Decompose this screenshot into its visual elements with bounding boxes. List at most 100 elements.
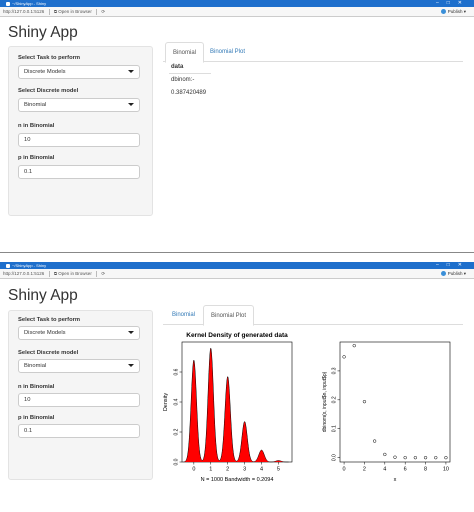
caret-down-icon xyxy=(128,103,134,106)
toolbar-divider xyxy=(96,8,98,15)
model-label: Select Discrete model xyxy=(18,88,79,94)
screenshot-separator xyxy=(0,252,474,253)
caret-down-icon xyxy=(128,70,134,73)
caret-down-icon xyxy=(128,331,134,334)
density-y-tick-label: 0.6 xyxy=(174,368,180,375)
model-select[interactable]: Binomial xyxy=(18,98,140,112)
output-expression: dbinom:- xyxy=(171,77,195,83)
model-select-value: Binomial xyxy=(24,102,47,108)
task-label: Select Task to perform xyxy=(18,55,81,61)
n-input[interactable]: 10 xyxy=(18,393,140,407)
dbinom-x-tick-label: 6 xyxy=(404,467,407,473)
p-input[interactable]: 0.1 xyxy=(18,424,140,438)
density-y-tick-label: 0.2 xyxy=(174,428,180,435)
dbinom-point xyxy=(352,343,356,348)
publish-label: Publish xyxy=(447,271,463,276)
app-icon xyxy=(6,263,10,268)
dbinom-point xyxy=(383,452,387,457)
address-text[interactable]: http://127.0.0.1:5126 xyxy=(3,271,45,276)
dbinom-x-tick-label: 2 xyxy=(363,467,366,473)
publish-icon xyxy=(440,271,446,277)
app-title: Shiny App xyxy=(8,287,78,304)
tab-bar: Binomial Binomial Plot xyxy=(163,305,463,326)
task-label: Select Task to perform xyxy=(18,317,81,323)
open-in-browser-button[interactable]: ⧉ Open in Browser xyxy=(53,9,92,14)
window-controls[interactable]: –□✕ xyxy=(436,0,470,6)
density-x-tick-label: 2 xyxy=(226,467,229,473)
address-text[interactable]: http://127.0.0.1:5126 xyxy=(3,9,45,14)
dbinom-x-tick-label: 8 xyxy=(424,467,427,473)
dbinom-point xyxy=(362,400,367,404)
tab-bar: Binomial Binomial Plot xyxy=(163,42,463,63)
dbinom-point xyxy=(342,355,346,359)
refresh-icon[interactable]: ⟳ xyxy=(101,9,106,14)
density-x-tick-label: 4 xyxy=(260,467,263,473)
toolbar-divider xyxy=(96,270,98,277)
dbinom-x-tick-label: 10 xyxy=(443,467,449,473)
screenshot-binomial-tab: ~/ShinyApp - Shiny –□✕ http://127.0.0.1:… xyxy=(0,0,474,250)
window-title: ~/ShinyApp - Shiny xyxy=(12,1,47,6)
density-curve xyxy=(183,347,289,463)
p-label: p in Binomial xyxy=(18,415,55,421)
task-select-value: Discrete Models xyxy=(24,69,66,75)
output-value: 0.387420489 xyxy=(171,90,207,96)
output-divider xyxy=(169,73,211,74)
dbinom-point xyxy=(413,456,418,460)
open-in-browser-button[interactable]: ⧉ Open in Browser xyxy=(53,271,92,276)
model-select[interactable]: Binomial xyxy=(18,359,140,373)
model-label: Select Discrete model xyxy=(18,350,79,356)
dbinom-point xyxy=(444,456,448,460)
task-select[interactable]: Discrete Models xyxy=(18,65,140,79)
window-titlebar: ~/ShinyApp - Shiny –□✕ xyxy=(0,262,474,269)
dbinom-point xyxy=(434,456,438,460)
density-y-tick-label: 0.0 xyxy=(174,458,180,465)
dbinom-x-tick-label: 4 xyxy=(383,467,386,473)
n-input[interactable]: 10 xyxy=(18,133,140,147)
output-header: data xyxy=(171,64,184,70)
publish-button[interactable]: Publish ▾ xyxy=(440,269,466,279)
toolbar-divider xyxy=(48,8,50,15)
sidebar-panel: Select Task to perform Discrete Models S… xyxy=(8,46,153,216)
density-x-tick-label: 3 xyxy=(243,467,246,473)
density-x-axis-label: N = 1000 Bandwidth = 0.2094 xyxy=(201,477,274,483)
dbinom-point xyxy=(372,439,377,443)
tab-binomial-plot[interactable]: Binomial Plot xyxy=(210,49,246,55)
dbinom-y-tick-label: 0.1 xyxy=(332,425,338,432)
tab-binomial[interactable]: Binomial xyxy=(172,312,196,318)
viewer-toolbar: http://127.0.0.1:5126 ⧉ Open in Browser … xyxy=(0,269,474,279)
dbinom-x-tick-label: 0 xyxy=(343,467,346,473)
p-input[interactable]: 0.1 xyxy=(18,165,140,179)
tab-binomial[interactable]: Binomial xyxy=(165,42,205,63)
caret-down-icon xyxy=(128,364,134,367)
publish-button[interactable]: Publish ▾ xyxy=(440,7,466,17)
dbinom-y-tick-label: 0.2 xyxy=(332,396,338,403)
toolbar-divider xyxy=(48,270,50,277)
window-titlebar: ~/ShinyApp - Shiny –□✕ xyxy=(0,0,474,7)
binomial-plots: Kernel Density of generated data 0 1 2 3 4 5 0.… xyxy=(163,332,451,483)
task-select[interactable]: Discrete Models xyxy=(18,326,140,340)
dbinom-point xyxy=(393,455,397,459)
density-area xyxy=(183,348,289,462)
dbinom-point xyxy=(423,456,428,460)
app-title: Shiny App xyxy=(8,24,78,41)
screenshot-binomial-plot-tab: ~/ShinyApp - Shiny –□✕ http://127.0.0.1:… xyxy=(0,262,474,512)
refresh-icon[interactable]: ⟳ xyxy=(101,271,106,276)
n-label: n in Binomial xyxy=(18,384,55,390)
density-chart-title: Kernel Density of generated data xyxy=(186,332,288,339)
dbinom-x-axis-label: x xyxy=(394,477,397,483)
open-in-browser-label: Open in Browser xyxy=(58,9,92,14)
sidebar-panel: Select Task to perform Discrete Models S… xyxy=(8,310,153,480)
dbinom-y-axis-label: dbinom(x, input$n, input$p) xyxy=(322,371,328,432)
density-y-tick-label: 0.4 xyxy=(174,398,180,405)
density-x-tick-label: 1 xyxy=(209,467,212,473)
p-label: p in Binomial xyxy=(18,155,55,161)
viewer-toolbar: http://127.0.0.1:5126 ⧉ Open in Browser … xyxy=(0,7,474,17)
tab-binomial-plot[interactable]: Binomial Plot xyxy=(203,305,255,326)
task-select-value: Discrete Models xyxy=(24,330,66,336)
density-x-tick-label: 0 xyxy=(192,467,195,473)
publish-icon xyxy=(440,9,446,15)
window-controls[interactable]: –□✕ xyxy=(436,262,470,268)
open-in-browser-label: Open in Browser xyxy=(58,271,92,276)
window-title: ~/ShinyApp - Shiny xyxy=(12,263,47,268)
publish-label: Publish xyxy=(447,9,463,14)
